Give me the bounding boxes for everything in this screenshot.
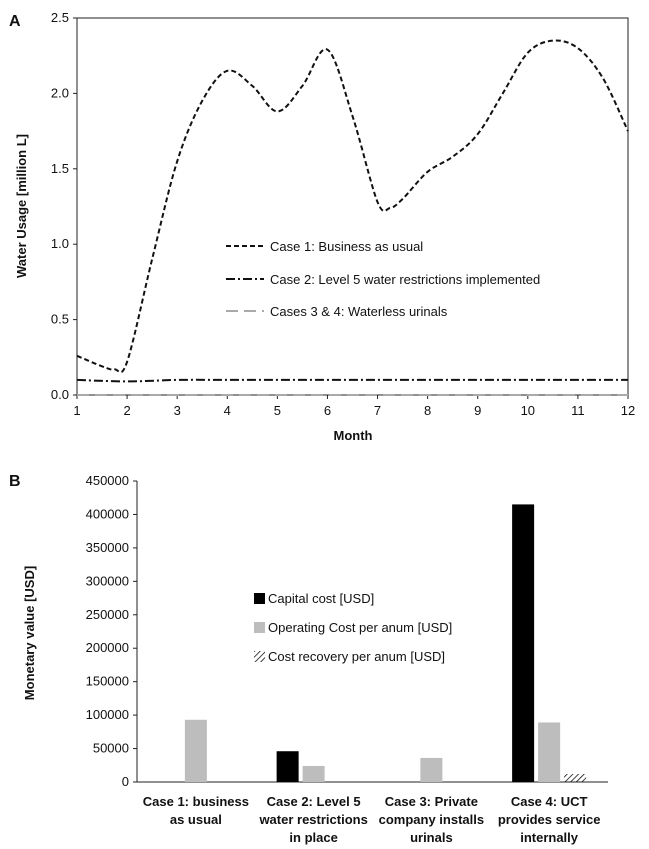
y-tick-label-b: 250000 [86, 607, 129, 622]
category-label: Case 4: UCT [511, 794, 588, 809]
y-tick-label-b: 0 [122, 774, 129, 789]
bar-capital-cost [276, 751, 299, 782]
legend-label-case1: Case 1: Business as usual [270, 239, 423, 254]
series-lines-a [76, 39, 629, 396]
legend-label-case2: Case 2: Level 5 water restrictions imple… [270, 272, 540, 287]
series-line-case1 [76, 39, 629, 374]
category-label: Case 1: business [143, 794, 249, 809]
plot-frame-a [76, 17, 629, 396]
category-label: urinals [410, 830, 453, 845]
category-label: Case 2: Level 5 [267, 794, 361, 809]
y-axis-ticks-b: 0 50000 100000 150000 200000 250000 300000 3500… [86, 473, 137, 789]
y-axis-ticks-a: 0.0 0.5 1.0 1.5 2.0 2.5 [51, 10, 77, 402]
legend-swatch-capital [254, 593, 265, 604]
x-tick-label-a: 4 [224, 403, 231, 418]
y-tick-label-a: 0.0 [51, 387, 69, 402]
category-labels-b: Case 1: business as usual Case 2: Level 5 w… [143, 794, 601, 845]
category-label: as usual [170, 812, 222, 827]
category-label: company installs [379, 812, 484, 827]
bar-operating-cost [538, 722, 561, 782]
category-label: water restrictions [258, 812, 367, 827]
x-tick-label-a: 9 [474, 403, 481, 418]
x-tick-label-a: 11 [571, 403, 585, 418]
y-tick-label-a: 1.0 [51, 236, 69, 251]
legend-a: Case 1: Business as usual Case 2: Level … [226, 239, 540, 319]
y-axis-label-a: Water Usage [million L] [14, 134, 29, 278]
x-tick-label-a: 7 [374, 403, 381, 418]
legend-swatch-operating [254, 622, 265, 633]
y-tick-label-b: 450000 [86, 473, 129, 488]
y-tick-label-a: 0.5 [51, 312, 69, 327]
x-tick-label-a: 3 [174, 403, 181, 418]
y-tick-label-a: 2.0 [51, 85, 69, 100]
y-tick-label-a: 2.5 [51, 10, 69, 25]
legend-b: Capital cost [USD] Operating Cost per an… [254, 591, 452, 664]
x-tick-label-a: 12 [621, 403, 635, 418]
y-tick-label-b: 400000 [86, 506, 129, 521]
bar-capital-cost [512, 504, 535, 782]
x-tick-label-a: 10 [521, 403, 535, 418]
legend-label-recovery: Cost recovery per anum [USD] [268, 649, 445, 664]
x-tick-label-a: 8 [424, 403, 431, 418]
y-tick-label-a: 1.5 [51, 161, 69, 176]
y-tick-label-b: 150000 [86, 674, 129, 689]
y-tick-label-b: 50000 [93, 741, 129, 756]
x-tick-label-a: 5 [274, 403, 281, 418]
x-tick-label-a: 1 [73, 403, 80, 418]
panel-a: A 0.00.51.01.52.02.5 1 2 3 4 5 6 7 8 9 10 11 12 Wat… [9, 10, 635, 443]
y-tick-label-b: 200000 [86, 640, 129, 655]
category-label: in place [289, 830, 337, 845]
bar-cost-recovery [564, 773, 587, 782]
category-label: Case 3: Private [385, 794, 478, 809]
bar-operating-cost [420, 757, 443, 782]
category-label: internally [520, 830, 579, 845]
x-tick-label-a: 2 [123, 403, 130, 418]
bars-b [184, 504, 587, 782]
legend-swatch-recovery [254, 651, 265, 662]
category-label: provides service [498, 812, 601, 827]
legend-label-capital: Capital cost [USD] [268, 591, 374, 606]
bar-operating-cost [302, 765, 325, 782]
series-line-case2 [76, 378, 628, 383]
x-axis-ticks-a: 1 2 3 4 5 6 7 8 9 10 11 12 [73, 395, 635, 418]
y-tick-label-b: 350000 [86, 540, 129, 555]
legend-label-operating: Operating Cost per anum [USD] [268, 620, 452, 635]
y-axis-label-b: Monetary value [USD] [22, 566, 37, 700]
x-tick-label-a: 6 [324, 403, 331, 418]
panel-b: B 0 50000 100000 150000 200000 250000 300000 35… [9, 473, 608, 845]
legend-label-case34: Cases 3 & 4: Waterless urinals [270, 304, 448, 319]
panel-label-a: A [9, 13, 21, 30]
bar-operating-cost [184, 719, 207, 782]
y-tick-label-b: 300000 [86, 573, 129, 588]
x-axis-label-a: Month [334, 428, 373, 443]
panel-label-b: B [9, 473, 21, 490]
y-tick-label-b: 100000 [86, 707, 129, 722]
